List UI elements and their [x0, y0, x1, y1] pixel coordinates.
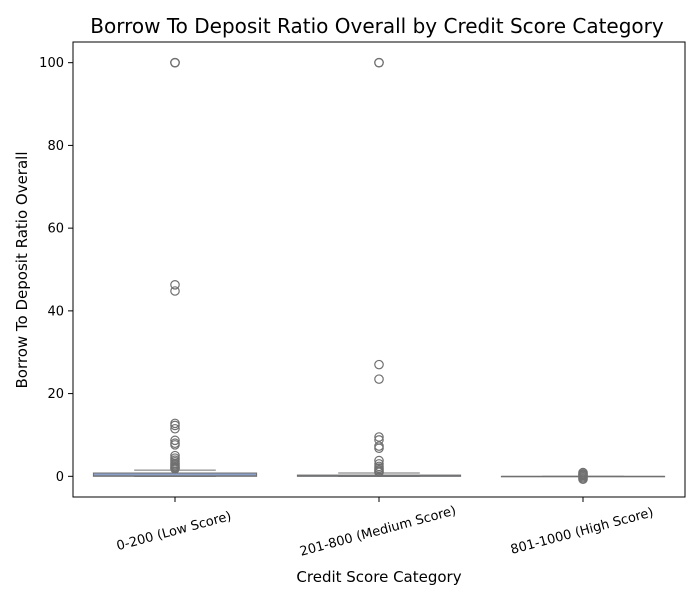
plot-frame [72, 41, 686, 498]
box-group [92, 57, 258, 477]
outlier-point [374, 359, 384, 370]
outlier-point [170, 286, 180, 296]
chart-title: Borrow To Deposit Ratio Overall by Credi… [90, 14, 664, 38]
x-tick-label: 0-200 (Low Score) [115, 509, 233, 554]
y-tick-label: 80 [47, 139, 64, 154]
x-tick-label: 801-1000 (High Score) [509, 505, 655, 558]
outlier-point [374, 432, 384, 442]
outlier-point [170, 440, 180, 450]
y-tick-label: 40 [47, 304, 64, 319]
y-tick-label: 0 [56, 470, 64, 485]
x-axis: 0-200 (Low Score) 201-800 (Medium Score) 8… [115, 497, 655, 560]
y-axis-label: Borrow To Deposit Ratio Overall [13, 152, 31, 389]
y-axis: 0 20 40 60 80 100 [39, 56, 73, 485]
outlier-point [374, 441, 384, 451]
y-tick-label: 100 [39, 56, 64, 71]
outlier-point [170, 57, 180, 68]
outlier-point [170, 435, 180, 446]
outlier-point [170, 423, 180, 434]
y-tick-label: 20 [47, 387, 64, 402]
outlier-point [170, 464, 180, 474]
outlier-point [374, 57, 384, 68]
outlier-point [374, 467, 384, 477]
x-axis-label: Credit Score Category [296, 568, 461, 586]
x-tick-label: 201-800 (Medium Score) [298, 504, 458, 560]
box-group [500, 467, 666, 485]
outlier-point [374, 374, 384, 384]
outlier-point [374, 455, 384, 466]
box-plots [92, 57, 666, 485]
outlier-point [578, 474, 588, 485]
outlier-point [374, 443, 384, 453]
outlier-point [170, 420, 180, 431]
box-group [296, 57, 462, 477]
y-tick-label: 60 [47, 222, 64, 237]
outlier-point [170, 280, 180, 290]
